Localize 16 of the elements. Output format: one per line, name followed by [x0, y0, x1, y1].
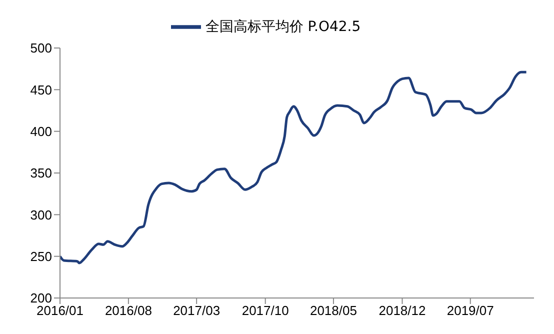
- x-tick-label: 2017/10: [242, 303, 289, 318]
- x-tick-label: 2016/08: [104, 303, 152, 318]
- line-series: [60, 70, 528, 264]
- y-tick-label: 250: [30, 248, 52, 264]
- legend-label: 全国高标平均价 P.O42.5: [205, 18, 361, 35]
- x-tick-label: 2016/01: [36, 303, 84, 318]
- y-tick-label: 200: [30, 290, 52, 306]
- y-tick-label: 350: [30, 166, 52, 181]
- y-tick-label: 500: [30, 40, 52, 56]
- x-tick-label: 2017/03: [173, 303, 220, 318]
- y-tick-label: 450: [30, 82, 52, 98]
- y-tick-label: 300: [30, 207, 52, 222]
- x-tick-label: 2018/12: [378, 303, 426, 318]
- x-tick-label: 2018/05: [310, 303, 357, 318]
- x-tick-label: 2019/07: [446, 303, 494, 318]
- y-tick-label: 400: [30, 124, 52, 139]
